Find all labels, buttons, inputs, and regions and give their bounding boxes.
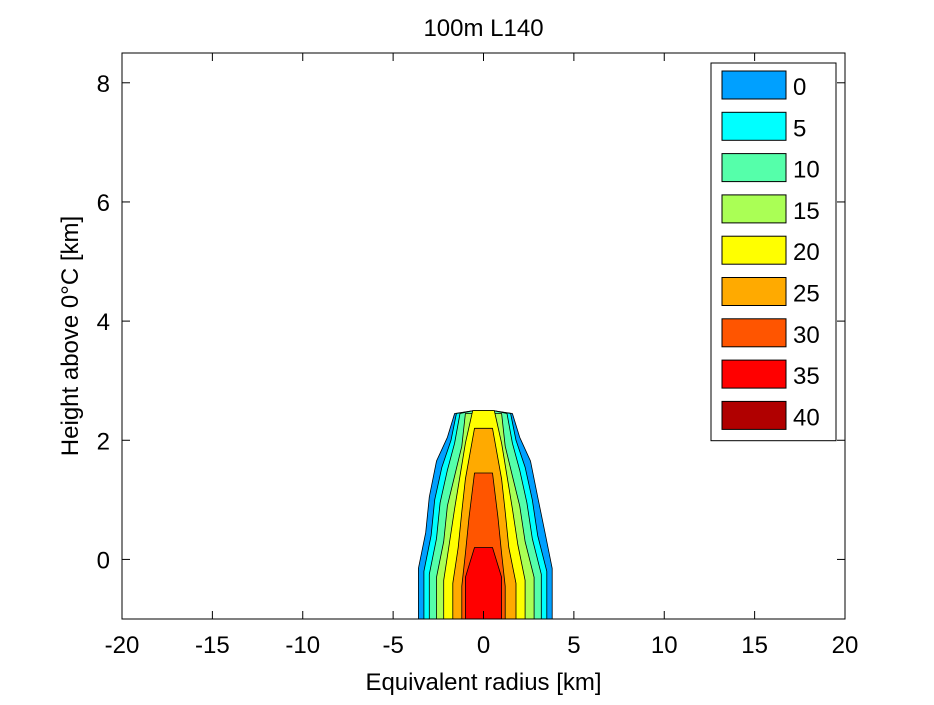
x-tick-label: 20 <box>832 632 859 659</box>
legend-swatch-25 <box>721 277 787 306</box>
legend-label-0: 0 <box>793 74 806 101</box>
x-tick-label: -15 <box>195 632 230 659</box>
y-tick-label: 6 <box>97 190 110 217</box>
y-tick-label: 4 <box>97 309 110 336</box>
legend-swatch-10 <box>721 153 787 183</box>
chart-title: 100m L140 <box>423 15 543 42</box>
x-tick-label: 10 <box>651 632 678 659</box>
legend-swatch-0 <box>721 70 787 100</box>
legend-label-5: 5 <box>793 115 806 142</box>
legend-label-35: 35 <box>793 363 820 390</box>
legend-swatch-5 <box>721 111 787 141</box>
axes: -20 -15 -10 -5 0 5 10 15 20 0 2 4 6 8 <box>97 53 859 659</box>
legend-swatch-35 <box>721 359 787 389</box>
contour-region-35 <box>464 547 503 619</box>
x-tick-label: 5 <box>567 632 580 659</box>
y-tick-label: 8 <box>97 71 110 98</box>
legend-swatch-15 <box>721 194 787 224</box>
legend-swatch-20 <box>721 235 787 265</box>
y-tick-label: 2 <box>97 428 110 455</box>
legend-label-15: 15 <box>793 198 820 225</box>
legend-label-25: 25 <box>793 281 820 308</box>
x-tick-label: 0 <box>477 632 490 659</box>
legend-label-30: 30 <box>793 322 820 349</box>
x-tick-label: -10 <box>285 632 320 659</box>
legend-swatch-30 <box>721 318 787 348</box>
contour-fills <box>417 410 553 619</box>
y-axis-label: Height above 0°C [km] <box>57 216 84 456</box>
legend-label-40: 40 <box>793 404 820 431</box>
legend-swatch-40 <box>721 400 787 430</box>
legend: 0 5 10 15 20 25 30 35 40 <box>710 62 837 442</box>
x-tick-label: -5 <box>382 632 403 659</box>
y-tick-label: 0 <box>97 547 110 574</box>
x-axis-label: Equivalent radius [km] <box>365 669 601 696</box>
x-tick-label: 15 <box>741 632 768 659</box>
legend-label-10: 10 <box>793 157 820 184</box>
x-tick-label: -20 <box>105 632 140 659</box>
legend-label-20: 20 <box>793 239 820 266</box>
